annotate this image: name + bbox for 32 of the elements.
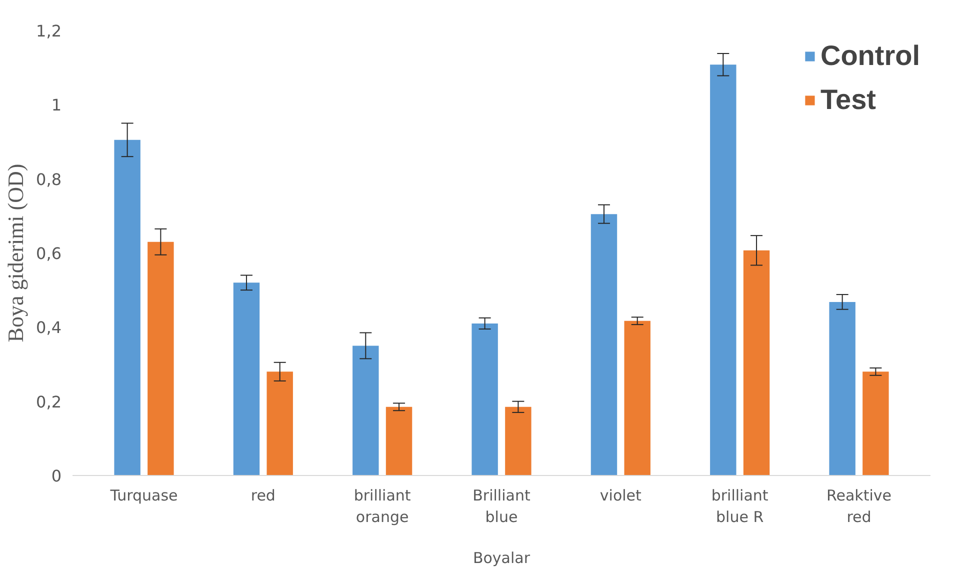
legend-label: Test [820,84,876,116]
bar [352,346,379,476]
y-tick-label: 1,2 [36,22,62,40]
x-tick-label: Turquase [109,486,178,504]
bar [829,302,856,476]
y-tick-label: 0,2 [36,392,62,412]
bar [624,320,650,476]
y-tick-label: 0 [51,466,62,486]
x-tick-label: brilliant blue R [711,486,768,526]
y-tick-label: 0,6 [36,244,62,263]
y-tick-label: 0,8 [36,170,62,189]
x-axis-title: Boyalar [472,549,531,568]
y-tick-label: 0,4 [36,318,62,338]
bar [743,250,770,476]
bar [472,323,498,476]
bar [862,372,889,476]
bar [148,242,174,476]
bar [233,282,260,476]
bar [114,140,140,476]
legend-label: Control [820,40,920,72]
bar [710,64,736,476]
x-tick-label: red [250,486,276,504]
bar [505,406,532,476]
x-tick-label: Brilliant blue [472,486,530,526]
x-tick-label: Reaktive red [826,486,892,526]
y-tick-label: 1 [51,96,62,115]
bar [590,214,618,476]
bar [266,372,293,476]
x-tick-label: brilliant orange [354,486,411,526]
bar [386,406,412,476]
y-axis-title: Boya giderimi (OD) [3,164,28,342]
x-tick-label: violet [600,486,642,504]
